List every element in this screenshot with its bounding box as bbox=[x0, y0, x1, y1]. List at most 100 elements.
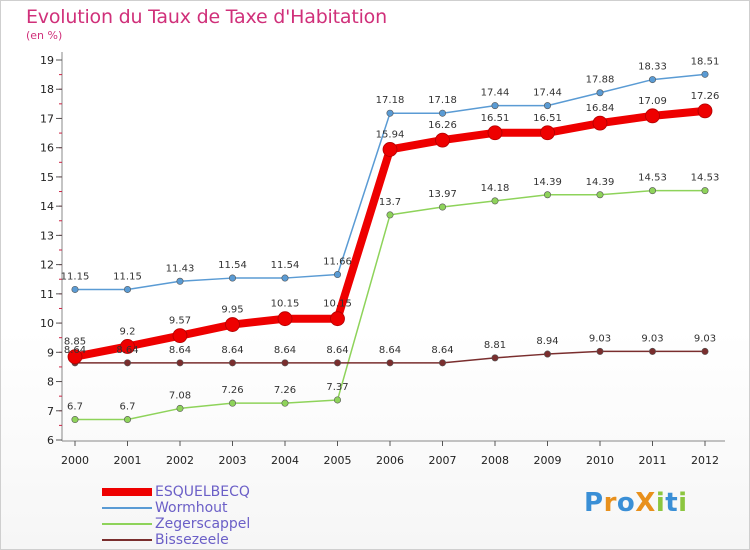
data-label-zegerscappel: 13.7 bbox=[379, 197, 401, 208]
data-label-esquelbecq: 16.84 bbox=[586, 103, 615, 114]
x-tick-label: 2005 bbox=[324, 454, 352, 467]
x-tick-label: 2003 bbox=[219, 454, 247, 467]
data-point-bissezeele bbox=[701, 347, 709, 355]
data-label-bissezeele: 8.64 bbox=[64, 345, 86, 356]
data-point-esquelbecq bbox=[120, 339, 135, 354]
data-label-wormhout: 11.43 bbox=[166, 263, 195, 274]
data-point-wormhout bbox=[386, 109, 394, 117]
data-point-bissezeele bbox=[386, 359, 394, 367]
y-tick-label: 6 bbox=[47, 434, 54, 447]
data-label-wormhout: 17.18 bbox=[428, 95, 457, 106]
y-tick-label: 8 bbox=[47, 376, 54, 389]
data-labels: 8.85 9.2 9.57 9.95 10.15 10.15 15.94 16.26 16.51… bbox=[61, 56, 720, 412]
x-tick-label: 2010 bbox=[586, 454, 614, 467]
y-tick-label: 13 bbox=[40, 229, 54, 242]
series-line-zegerscappel bbox=[74, 189, 706, 421]
data-label-esquelbecq: 10.15 bbox=[323, 299, 352, 310]
data-point-esquelbecq bbox=[697, 103, 713, 119]
data-label-zegerscappel: 7.37 bbox=[326, 382, 348, 393]
data-point-zegerscappel bbox=[124, 416, 132, 424]
data-point-esquelbecq bbox=[435, 132, 450, 148]
x-tick-label: 2009 bbox=[534, 454, 562, 467]
x-tick-label: 2004 bbox=[271, 454, 299, 467]
data-point-wormhout bbox=[596, 89, 604, 97]
legend-swatch-zegerscappel bbox=[102, 523, 152, 525]
data-point-zegerscappel bbox=[648, 187, 656, 195]
data-label-wormhout: 18.33 bbox=[638, 62, 667, 73]
x-tick-label: 2001 bbox=[114, 454, 142, 467]
data-label-esquelbecq: 16.51 bbox=[533, 113, 562, 124]
data-point-esquelbecq bbox=[487, 125, 503, 141]
data-point-wormhout bbox=[281, 274, 289, 282]
data-label-esquelbecq: 15.94 bbox=[376, 129, 405, 140]
data-point-zegerscappel bbox=[176, 404, 184, 412]
data-point-bissezeele bbox=[648, 347, 656, 355]
legend-label-wormhout: Wormhout bbox=[155, 500, 228, 516]
data-point-wormhout bbox=[648, 76, 656, 84]
data-point-zegerscappel bbox=[386, 211, 394, 219]
chart-subtitle: (en %) bbox=[26, 29, 63, 42]
data-point-wormhout bbox=[124, 285, 132, 293]
data-label-esquelbecq: 8.85 bbox=[64, 337, 86, 348]
data-point-bissezeele bbox=[176, 359, 184, 367]
data-point-zegerscappel bbox=[543, 191, 551, 199]
legend-label-esquelbecq: ESQUELBECQ bbox=[155, 484, 250, 500]
data-label-bissezeele: 8.64 bbox=[326, 345, 348, 356]
data-label-esquelbecq: 16.51 bbox=[481, 113, 510, 124]
x-tick-label: 2011 bbox=[639, 454, 667, 467]
logo-letter: r bbox=[603, 488, 617, 518]
data-label-wormhout: 11.15 bbox=[113, 271, 142, 282]
data-point-zegerscappel bbox=[229, 399, 237, 407]
y-tick-label: 11 bbox=[40, 288, 54, 301]
data-point-bissezeele bbox=[491, 354, 499, 362]
proxiti-logo: ProXiti bbox=[584, 488, 688, 518]
y-tick-label: 9 bbox=[47, 346, 54, 359]
x-tick-label: 2007 bbox=[429, 454, 457, 467]
x-tick-label: 2006 bbox=[376, 454, 404, 467]
data-label-zegerscappel: 14.39 bbox=[533, 177, 562, 188]
data-label-zegerscappel: 14.53 bbox=[638, 173, 667, 184]
data-point-esquelbecq bbox=[540, 125, 555, 141]
y-tick-label: 18 bbox=[40, 83, 54, 96]
data-point-wormhout bbox=[229, 274, 237, 282]
data-label-bissezeele: 8.81 bbox=[484, 340, 506, 351]
data-label-bissezeele: 8.64 bbox=[116, 345, 138, 356]
data-point-bissezeele bbox=[438, 359, 446, 367]
data-label-wormhout: 18.51 bbox=[691, 56, 720, 67]
data-label-bissezeele: 9.03 bbox=[694, 333, 716, 344]
logo-letter: X bbox=[635, 488, 656, 518]
data-label-bissezeele: 9.03 bbox=[641, 333, 663, 344]
y-tick-label: 10 bbox=[40, 317, 54, 330]
series-layer bbox=[67, 70, 713, 424]
data-label-wormhout: 11.54 bbox=[271, 260, 300, 271]
data-label-zegerscappel: 14.18 bbox=[481, 183, 510, 194]
data-point-zegerscappel bbox=[438, 203, 446, 211]
data-point-wormhout bbox=[333, 271, 341, 279]
data-label-bissezeele: 8.64 bbox=[274, 345, 296, 356]
data-label-zegerscappel: 13.97 bbox=[428, 189, 457, 200]
data-label-zegerscappel: 14.53 bbox=[691, 173, 720, 184]
data-label-esquelbecq: 17.09 bbox=[638, 96, 667, 107]
data-point-esquelbecq bbox=[330, 311, 345, 327]
data-point-esquelbecq bbox=[225, 317, 240, 332]
data-point-zegerscappel bbox=[281, 399, 289, 407]
data-label-wormhout: 17.88 bbox=[586, 75, 615, 86]
data-point-zegerscappel bbox=[491, 197, 499, 205]
data-point-zegerscappel bbox=[596, 191, 604, 199]
x-tick-label: 2008 bbox=[481, 454, 509, 467]
y-tick-label: 19 bbox=[40, 54, 54, 67]
data-point-esquelbecq bbox=[592, 115, 608, 131]
data-point-wormhout bbox=[491, 102, 499, 110]
data-label-zegerscappel: 7.08 bbox=[169, 390, 191, 401]
legend-swatch-wormhout bbox=[102, 507, 152, 509]
data-point-esquelbecq bbox=[645, 108, 660, 124]
y-tick-label: 12 bbox=[40, 259, 54, 272]
data-label-wormhout: 17.44 bbox=[481, 88, 510, 99]
data-point-wormhout bbox=[701, 70, 709, 78]
data-label-bissezeele: 8.64 bbox=[431, 345, 453, 356]
y-tick-label: 14 bbox=[40, 200, 54, 213]
data-point-bissezeele bbox=[281, 359, 289, 367]
data-point-bissezeele bbox=[333, 359, 341, 367]
data-label-wormhout: 11.66 bbox=[323, 257, 352, 268]
